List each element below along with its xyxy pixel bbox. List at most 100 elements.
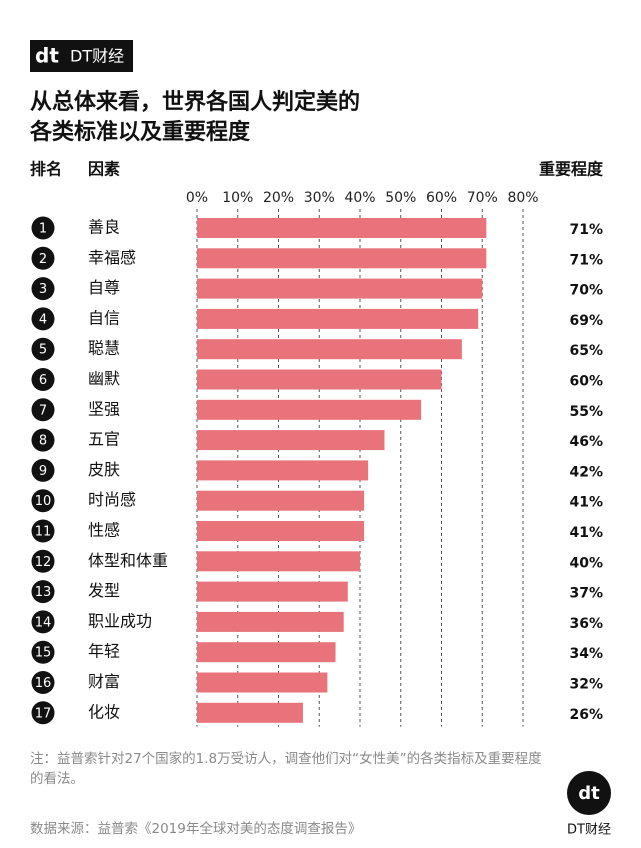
bar: [197, 278, 483, 299]
value-label: 46%: [569, 434, 603, 450]
rank-label: 14: [35, 615, 52, 630]
x-tick-label: 40%: [344, 190, 375, 206]
rank-label: 17: [35, 706, 52, 721]
footer-logo-text: DT财经: [567, 823, 611, 838]
bar: [197, 430, 385, 451]
rank-badge: [31, 671, 55, 694]
rank-badge: [31, 519, 55, 543]
rank-badge: [31, 580, 55, 604]
category-header: 因素: [88, 160, 120, 179]
value-label: 55%: [569, 404, 603, 420]
rank-badge: [31, 428, 55, 452]
x-tick-label: 10%: [222, 190, 253, 206]
rank-label: 1: [39, 222, 47, 237]
bar: [197, 218, 487, 238]
rank-badge: [31, 368, 55, 391]
category-label: 自信: [88, 308, 120, 327]
bar: [197, 460, 369, 481]
rank-badge: [31, 307, 55, 331]
rank-label: 15: [35, 646, 52, 661]
rank-badge: [31, 277, 55, 301]
value-label: 26%: [569, 707, 603, 723]
bar: [197, 642, 336, 663]
bar: [197, 248, 487, 269]
x-tick-label: 80%: [507, 190, 538, 206]
category-label: 善良: [88, 218, 120, 237]
category-label: 自尊: [88, 278, 120, 297]
rank-label: 2: [39, 252, 47, 267]
rank-label: 6: [39, 373, 47, 388]
logo-mark: dt: [35, 44, 59, 68]
bar: [197, 581, 348, 602]
category-label: 职业成功: [88, 611, 152, 630]
category-label: 化妆: [88, 702, 120, 721]
bar: [197, 672, 328, 693]
value-label: 69%: [569, 313, 603, 329]
value-label: 65%: [569, 343, 603, 359]
rank-label: 11: [35, 525, 52, 540]
chart-title: 各类标准以及重要程度: [29, 119, 251, 145]
note: 注：益普索针对27个国家的1.8万受访人，调查他们对“女性美”的各类指标及重要程…: [30, 751, 542, 787]
bar: [197, 702, 303, 723]
value-header: 重要程度: [539, 160, 604, 179]
rank-badge: [31, 458, 55, 482]
value-label: 71%: [569, 252, 603, 268]
bar: [197, 369, 442, 390]
rank-badge: [31, 640, 55, 664]
value-label: 42%: [569, 464, 603, 480]
rank-badge: [31, 549, 55, 573]
bar: [197, 339, 462, 360]
x-tick-label: 0%: [186, 190, 208, 206]
category-label: 性感: [88, 521, 120, 540]
category-label: 发型: [88, 581, 120, 600]
category-label: 体型和体重: [88, 551, 168, 570]
rank-label: 10: [35, 494, 52, 509]
category-label: 年轻: [88, 642, 120, 661]
rank-label: 7: [39, 403, 47, 418]
chart-title: 从总体来看，世界各国人判定美的: [30, 89, 360, 115]
rank-badge: [31, 489, 55, 513]
x-tick-label: 30%: [304, 190, 335, 206]
x-tick-label: 20%: [263, 190, 294, 206]
rank-badge: [31, 246, 55, 270]
bar: [197, 521, 365, 541]
x-tick-label: 60%: [426, 190, 457, 206]
value-label: 70%: [569, 283, 603, 299]
value-label: 36%: [569, 616, 603, 632]
rank-badge: [31, 398, 55, 422]
category-label: 聪慧: [88, 339, 120, 358]
rank-badge: [31, 337, 55, 361]
value-label: 32%: [569, 677, 603, 693]
rank-label: 9: [39, 464, 47, 479]
category-label: 坚强: [88, 399, 120, 418]
x-tick-label: 50%: [385, 190, 416, 206]
bar: [197, 551, 360, 572]
category-label: 幽默: [88, 369, 120, 388]
bar: [197, 399, 422, 420]
rank-label: 8: [39, 434, 47, 449]
category-label: 皮肤: [88, 460, 120, 479]
logo-text: DT财经: [70, 47, 124, 66]
rank-badge: [31, 216, 55, 240]
footer-logo: [567, 771, 611, 815]
value-label: 37%: [569, 586, 603, 602]
footer-logo-mark: dt: [578, 783, 600, 804]
rank-label: 4: [39, 312, 47, 327]
logo-box: [30, 40, 133, 72]
value-label: 40%: [569, 555, 603, 571]
category-label: 五官: [88, 430, 120, 449]
rank-label: 3: [39, 282, 47, 297]
value-label: 41%: [569, 525, 603, 541]
value-label: 41%: [569, 495, 603, 511]
source: 数据来源：益普索《2019年全球对美的态度调查报告》: [30, 820, 361, 837]
category-label: 财富: [88, 672, 120, 691]
bar: [197, 490, 365, 511]
value-label: 34%: [569, 646, 603, 662]
value-label: 71%: [569, 222, 603, 238]
x-tick-label: 70%: [467, 190, 498, 206]
bar: [197, 308, 479, 329]
category-label: 幸福感: [88, 248, 136, 267]
rank-label: 5: [39, 343, 47, 358]
